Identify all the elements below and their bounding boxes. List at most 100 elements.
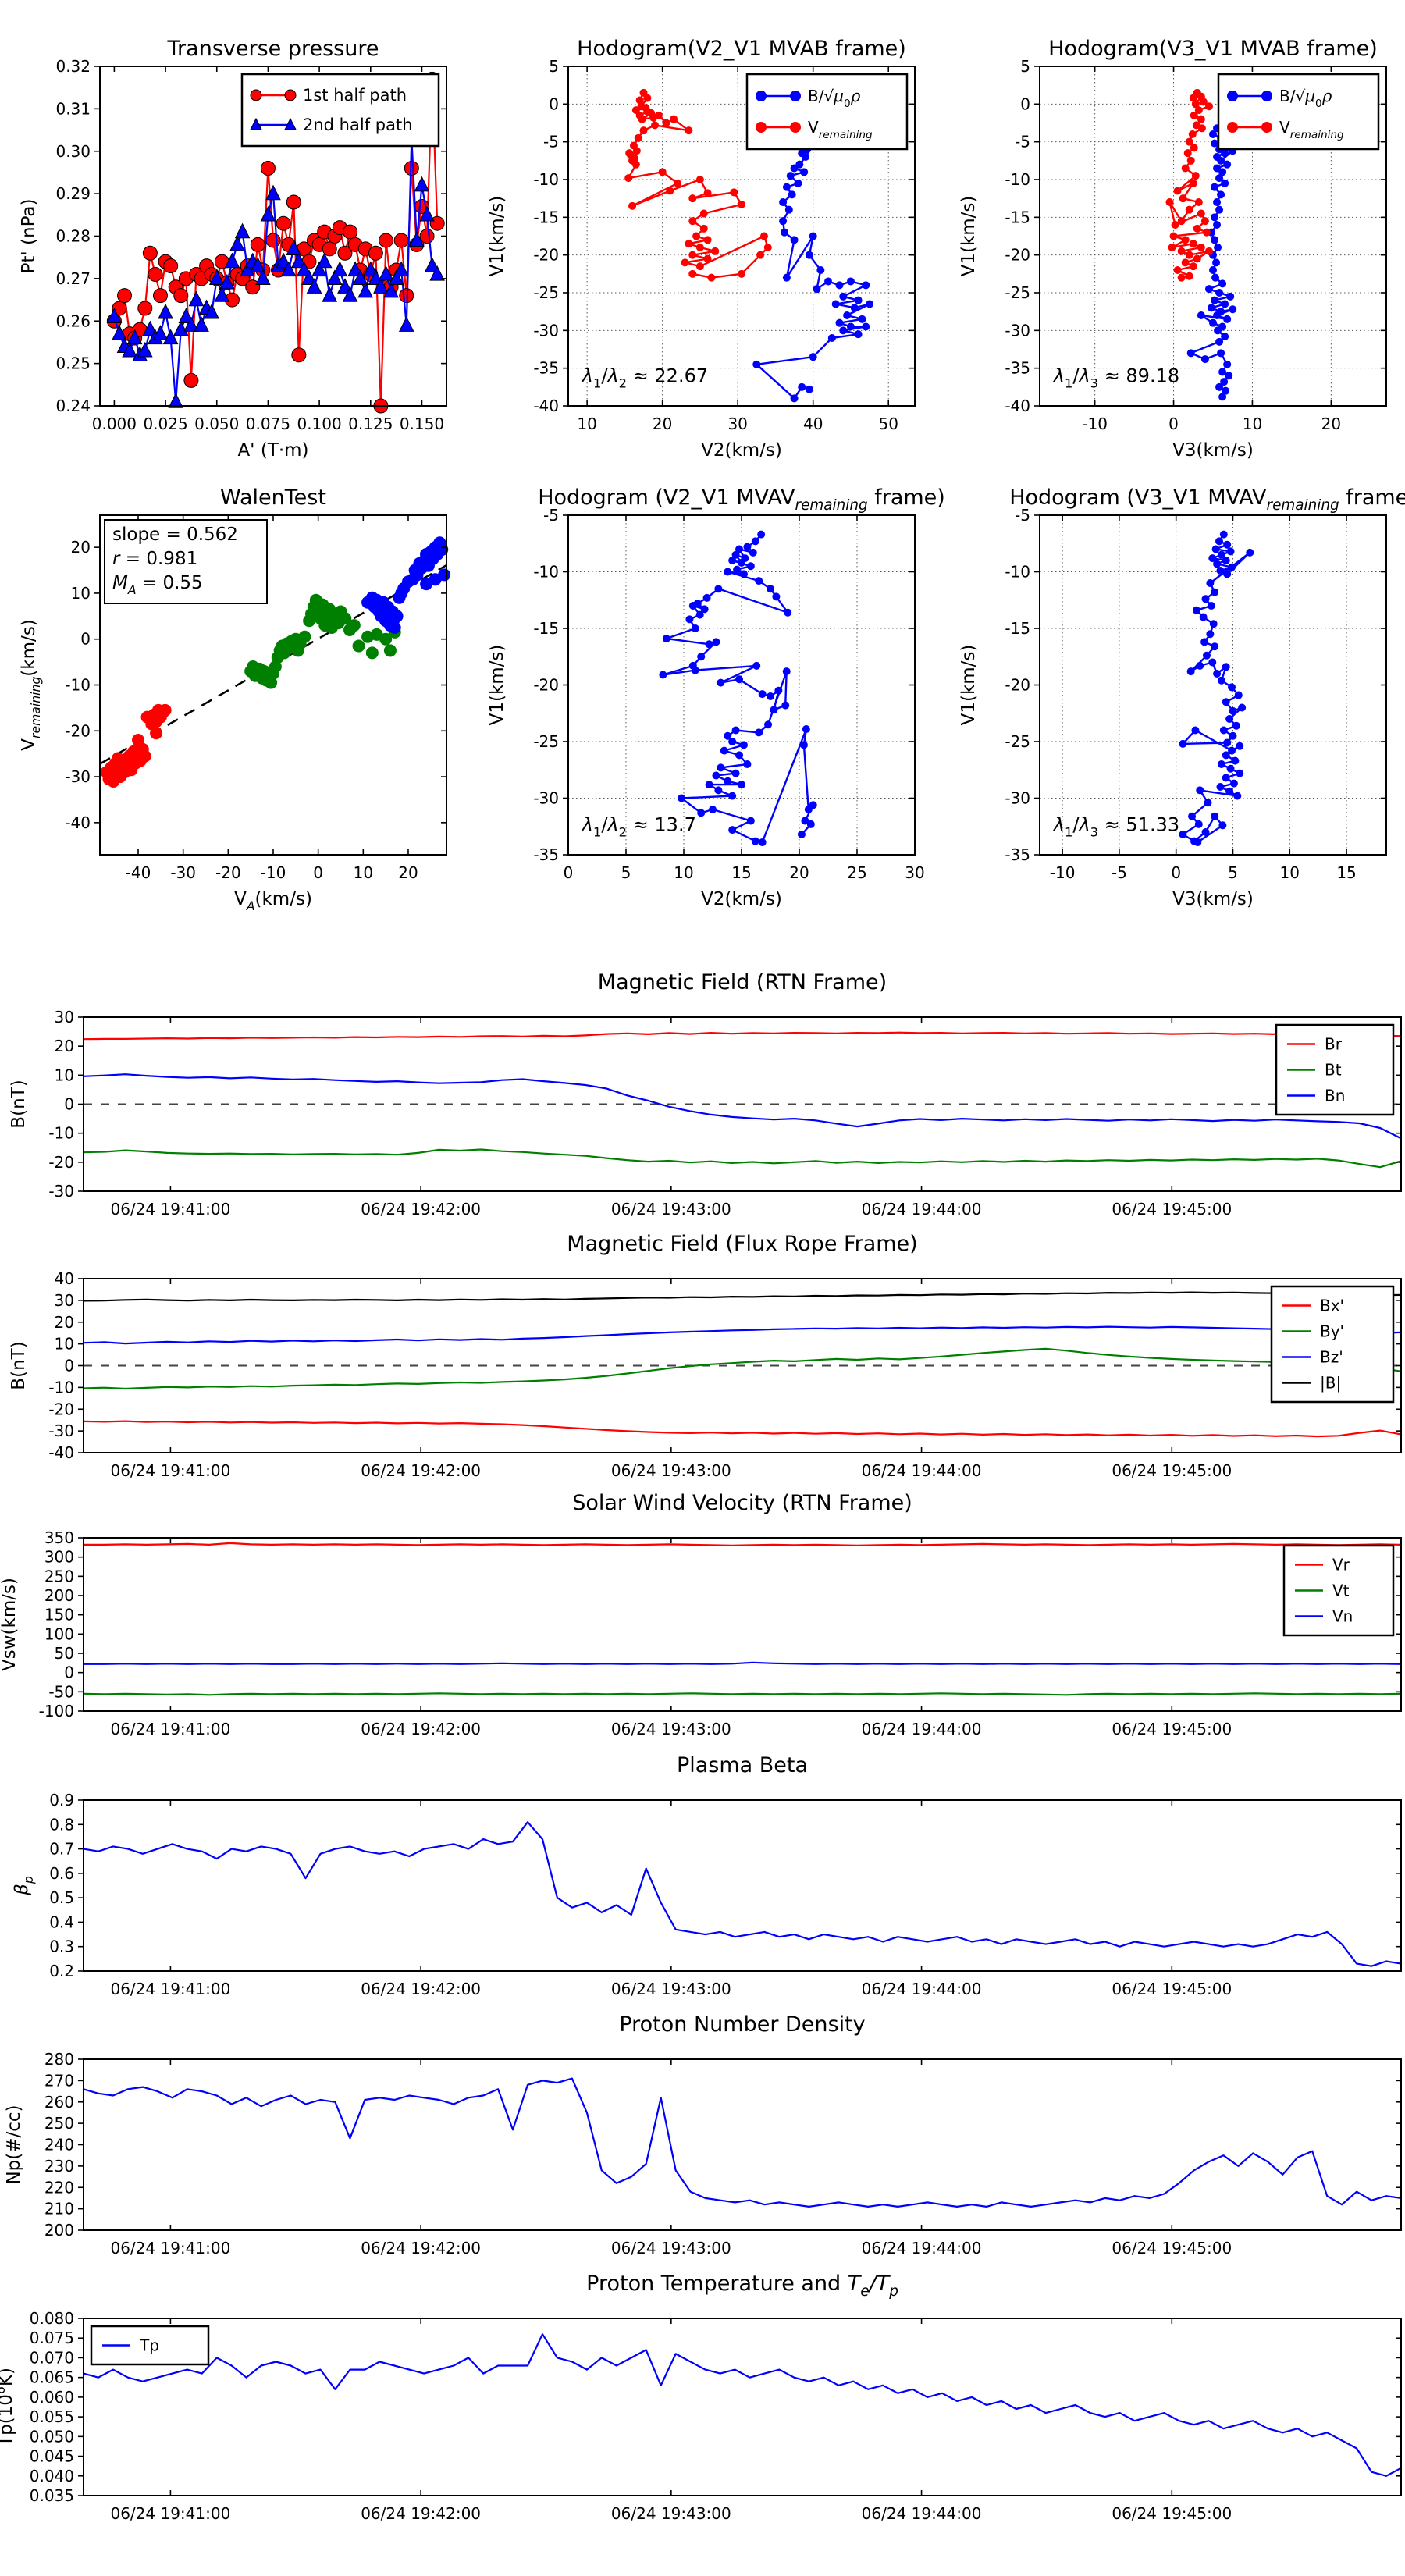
legend-label: 1st half path (303, 86, 407, 105)
x-tick-label: 06/24 19:44:00 (862, 1461, 982, 1480)
series-|B| (82, 1291, 1403, 1302)
x-tick-label: -10 (261, 863, 286, 882)
series-Bt (82, 1148, 1403, 1169)
chart-svg: 06/24 19:41:00 06/24 19:42:00 06/24 19:43:… (12, 1753, 1403, 1998)
y-tick-label: 270 (44, 2071, 74, 2090)
legend-label: 2nd half path (303, 116, 413, 134)
x-tick-label: 06/24 19:44:00 (862, 2239, 982, 2258)
x-tick-label: 06/24 19:43:00 (611, 1461, 731, 1480)
svg-text:MA = 0.55: MA = 0.55 (112, 573, 203, 597)
x-tick-label: 0 (1168, 415, 1179, 433)
y-tick-label: -30 (48, 1421, 74, 1440)
legend-label: Vn (1332, 1607, 1353, 1626)
y-tick-label: 230 (44, 2157, 74, 2176)
y-tick-label: -10 (1005, 170, 1030, 189)
y-tick-label: 0 (1020, 94, 1030, 113)
y-tick-label: 240 (44, 2136, 74, 2154)
y-tick-label: 0.6 (49, 1864, 74, 1883)
legend-label: By' (1320, 1322, 1344, 1341)
y-tick-label: -35 (533, 359, 559, 378)
y-tick-label: 10 (71, 584, 91, 603)
x-tick-label: 10 (1243, 415, 1262, 433)
y-tick-label: 300 (44, 1548, 74, 1567)
y-tick-label: -25 (1005, 732, 1030, 751)
y-tick-label: 0.31 (55, 99, 91, 118)
y-tick-label: -25 (533, 283, 559, 302)
y-tick-label: 220 (44, 2178, 74, 2197)
series-Bz' (82, 1325, 1403, 1345)
y-tick-label: 210 (44, 2200, 74, 2218)
x-tick-label: 50 (878, 415, 898, 433)
panel-hodogram-v3v1-mvav: -10 -5 0 5 10 15 -5 -10 -15 -20 -25 -30 -35 Hodogram … (948, 467, 1405, 930)
chart-title: Hodogram(V3_V1 MVAB frame) (1048, 37, 1378, 61)
x-tick-label: 0.100 (297, 415, 341, 433)
y-tick-label: 0.080 (30, 2309, 74, 2328)
y-tick-label: 10 (55, 1335, 74, 1354)
series-Np (82, 2077, 1403, 2208)
series-beta_p (82, 1821, 1403, 1967)
x-tick-label: -5 (1112, 863, 1127, 882)
chart-svg: 06/24 19:41:00 06/24 19:42:00 06/24 19:43:… (9, 970, 1403, 1219)
x-tick-label: 06/24 19:41:00 (110, 2239, 230, 2258)
y-tick-label: -5 (1015, 133, 1030, 151)
y-tick-label: 10 (55, 1066, 74, 1084)
y-tick-label: 0.045 (30, 2447, 74, 2466)
panel-hodogram-v2v1-mvab: 10 20 30 40 50 5 0 -5 -10 -15 -20 -25 -30 -35 -40 Hodog… (476, 18, 938, 481)
chart-svg: 06/24 19:41:00 06/24 19:42:00 06/24 19:43:… (9, 1232, 1403, 1480)
plot-frame (1039, 66, 1387, 407)
x-axis-label: A' (T·m) (237, 440, 308, 461)
x-tick-label: 06/24 19:45:00 (1112, 1980, 1232, 1998)
x-tick-label: 06/24 19:42:00 (361, 2504, 481, 2523)
y-tick-label: -15 (1005, 619, 1030, 638)
y-tick-label: -5 (543, 133, 559, 151)
y-tick-label: -35 (1005, 845, 1030, 864)
legend-label: Vt (1332, 1582, 1350, 1600)
y-axis-label: V1(km/s) (487, 196, 507, 277)
lambda-annotation: λ1/λ3 ≈ 51.33 (1052, 814, 1179, 840)
x-tick-label: 10 (674, 863, 693, 882)
y-tick-label: -40 (48, 1443, 74, 1462)
x-tick-label: -40 (126, 863, 151, 882)
y-tick-label: -35 (1005, 359, 1030, 378)
x-tick-label: 30 (727, 415, 747, 433)
chart-svg: 06/24 19:41:00 06/24 19:42:00 06/24 19:43:… (0, 2272, 1403, 2523)
legend-label: B/√μ0ρ (808, 87, 861, 110)
y-tick-label: 200 (44, 2221, 74, 2240)
y-tick-label: -10 (48, 1378, 74, 1397)
x-tick-label: -10 (1082, 415, 1108, 433)
legend-label: Vr (1332, 1556, 1350, 1574)
panel-hodogram-v2v1-mvav: 0 5 10 15 20 25 30 -5 -10 -15 -20 -25 -30 -35 Hodogram… (476, 467, 945, 930)
y-tick-label: 0.32 (55, 57, 91, 76)
y-tick-label: -30 (533, 789, 559, 808)
x-tick-label: 06/24 19:41:00 (110, 1461, 230, 1480)
x-tick-label: 20 (653, 415, 672, 433)
x-tick-label: 06/24 19:42:00 (361, 1720, 481, 1738)
y-tick-label: -10 (48, 1124, 74, 1143)
x-tick-label: 10 (1280, 863, 1300, 882)
svg-text:slope = 0.562: slope = 0.562 (112, 525, 238, 545)
chart-svg: 06/24 19:41:00 06/24 19:42:00 06/24 19:43:… (4, 2012, 1403, 2258)
legend-label: B/√μ0ρ (1279, 87, 1332, 110)
y-tick-label: 0 (64, 1357, 74, 1375)
x-tick-label: 06/24 19:45:00 (1112, 1200, 1232, 1219)
x-tick-label: 0 (1171, 863, 1181, 882)
chart-title: WalenTest (220, 486, 326, 510)
y-tick-label: -20 (48, 1153, 74, 1172)
chart-title: Magnetic Field (RTN Frame) (598, 970, 887, 994)
x-tick-label: 06/24 19:42:00 (361, 2239, 481, 2258)
y-tick-label: -20 (65, 721, 91, 740)
y-tick-label: 0.29 (55, 184, 91, 203)
legend-box (745, 73, 909, 151)
y-tick-label: 260 (44, 2093, 74, 2112)
y-tick-label: 250 (44, 1567, 74, 1585)
x-tick-label: 06/24 19:43:00 (611, 1980, 731, 1998)
y-tick-label: -25 (533, 732, 559, 751)
series-Br (82, 1031, 1403, 1041)
legend-label: Bn (1325, 1087, 1345, 1105)
x-tick-label: 06/24 19:45:00 (1112, 2239, 1232, 2258)
legend-label: Br (1325, 1035, 1343, 1054)
legend-label: Bx' (1320, 1297, 1344, 1315)
y-tick-label: 0.4 (49, 1912, 74, 1931)
x-tick-label: 06/24 19:43:00 (611, 1720, 731, 1738)
y-axis-label: βp (12, 1876, 36, 1896)
